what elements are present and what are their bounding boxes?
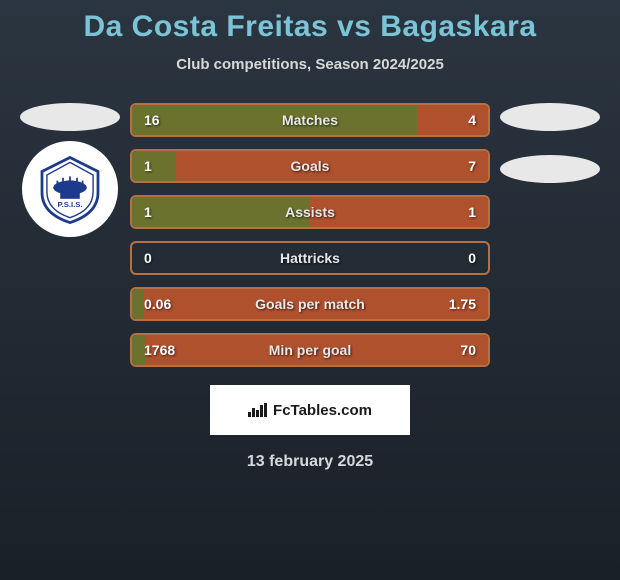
barchart-icon — [248, 403, 267, 417]
stat-fill-right — [310, 197, 488, 227]
svg-text:P.S.I.S.: P.S.I.S. — [57, 200, 82, 209]
stat-row: 16 4 Matches — [130, 103, 490, 137]
stat-row: 1 1 Assists — [130, 195, 490, 229]
stat-row: 0 0 Hattricks — [130, 241, 490, 275]
player-right-photo-placeholder — [500, 103, 600, 131]
stat-label: Min per goal — [269, 342, 351, 358]
stat-value-right: 1 — [468, 204, 476, 220]
stat-fill-left — [132, 289, 143, 319]
stats-column: 16 4 Matches 1 7 Goals 1 1 Assists 0 0 Hattricks 0.0… — [130, 103, 490, 367]
stat-value-right: 1.75 — [449, 296, 476, 312]
stat-label: Matches — [282, 112, 338, 128]
player-right-column — [500, 103, 600, 183]
stat-value-right: 0 — [468, 250, 476, 266]
stat-value-right: 7 — [468, 158, 476, 174]
stat-value-left: 1 — [144, 158, 152, 174]
stat-value-left: 16 — [144, 112, 160, 128]
stat-row: 1 7 Goals — [130, 149, 490, 183]
stat-label: Goals per match — [255, 296, 365, 312]
stat-label: Assists — [285, 204, 335, 220]
stat-value-left: 0.06 — [144, 296, 171, 312]
brand-text: FcTables.com — [273, 402, 372, 419]
stat-fill-left — [132, 105, 417, 135]
team-badge-left: P.S.I.S. — [22, 141, 118, 237]
comparison-content: P.S.I.S. 16 4 Matches 1 7 Goals 1 1 Assists 0 0 Hat… — [0, 103, 620, 367]
stat-fill-left — [132, 151, 175, 181]
stat-row: 1768 70 Min per goal — [130, 333, 490, 367]
stat-fill-left — [132, 197, 310, 227]
shield-crest-icon: P.S.I.S. — [35, 154, 105, 224]
stat-fill-right — [417, 105, 488, 135]
comparison-title: Da Costa Freitas vs Bagaskara — [0, 10, 620, 44]
stat-fill-right — [175, 151, 488, 181]
stat-value-right: 4 — [468, 112, 476, 128]
stat-value-left: 0 — [144, 250, 152, 266]
stat-value-right: 70 — [460, 342, 476, 358]
team-badge-right-placeholder — [500, 155, 600, 183]
stat-value-left: 1768 — [144, 342, 175, 358]
stat-value-left: 1 — [144, 204, 152, 220]
player-left-photo-placeholder — [20, 103, 120, 131]
stat-label: Goals — [291, 158, 330, 174]
stat-row: 0.06 1.75 Goals per match — [130, 287, 490, 321]
brand-badge[interactable]: FcTables.com — [210, 385, 410, 435]
season-subtitle: Club competitions, Season 2024/2025 — [0, 56, 620, 73]
player-left-column: P.S.I.S. — [20, 103, 120, 237]
stat-label: Hattricks — [280, 250, 340, 266]
snapshot-date: 13 february 2025 — [0, 453, 620, 471]
